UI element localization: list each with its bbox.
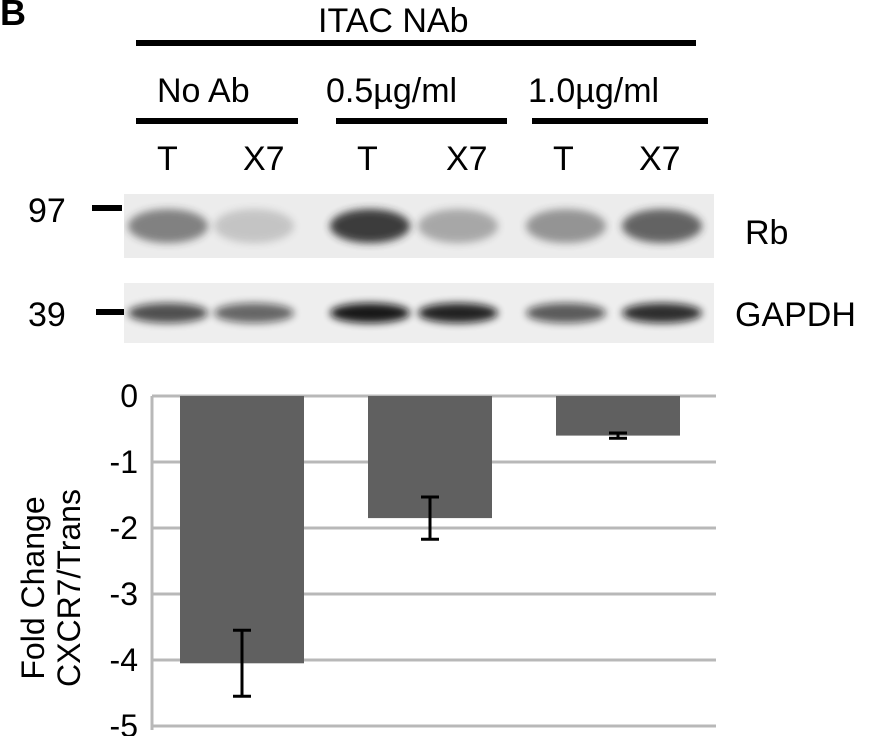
error-bar <box>233 628 251 698</box>
error-bar <box>609 431 627 440</box>
marker-label-39: 39 <box>28 296 66 334</box>
lane-label: X7 <box>446 140 488 178</box>
band-rb <box>418 209 498 243</box>
group-line-0-5 <box>336 118 507 124</box>
fold-change-chart: 0 -1 -2 -3 -4 -5 Fold Change CXCR7/Trans <box>15 378 716 736</box>
row-label-rb: Rb <box>745 214 789 252</box>
y-tick-label: -5 <box>110 708 138 736</box>
y-tick-label: -4 <box>110 642 138 678</box>
blot-rb <box>124 194 714 258</box>
marker-label-97: 97 <box>28 192 66 230</box>
band-gapdh <box>330 303 410 323</box>
band-rb <box>330 209 410 243</box>
svg-text:CXCR7/Trans: CXCR7/Trans <box>51 489 87 687</box>
marker-tick-97 <box>92 205 122 211</box>
lane-label: X7 <box>639 140 681 178</box>
bar <box>556 396 680 436</box>
band-gapdh <box>418 303 498 323</box>
band-rb <box>526 209 606 243</box>
band-gapdh <box>128 303 208 323</box>
y-tick-label: -2 <box>110 510 138 546</box>
panel-label: B <box>0 0 26 33</box>
y-axis-label: Fold Change CXCR7/Trans <box>15 489 87 687</box>
lane-label: T <box>357 140 378 178</box>
group-line-1-0 <box>532 118 708 124</box>
group-line-no-ab <box>136 118 298 124</box>
group-label-0-5: 0.5µg/ml <box>326 72 458 110</box>
band-gapdh <box>214 303 294 323</box>
band-gapdh <box>622 303 702 323</box>
y-tick-label: -1 <box>110 444 138 480</box>
group-label-1-0: 1.0µg/ml <box>528 72 660 110</box>
lane-label: T <box>553 140 574 178</box>
lane-label: X7 <box>243 140 285 178</box>
error-bar <box>421 495 439 541</box>
band-gapdh <box>526 303 606 323</box>
band-rb <box>214 209 294 243</box>
svg-text:Fold Change: Fold Change <box>15 496 51 679</box>
lane-label: T <box>157 140 178 178</box>
band-rb <box>622 209 702 243</box>
treatment-header-line <box>136 40 696 46</box>
y-tick-label: 0 <box>120 378 138 414</box>
group-label-no-ab: No Ab <box>157 72 250 110</box>
bar <box>180 396 304 664</box>
y-tick-label: -3 <box>110 576 138 612</box>
band-rb <box>128 209 208 243</box>
row-label-gapdh: GAPDH <box>735 296 856 334</box>
marker-tick-39 <box>96 309 126 315</box>
blot-gapdh <box>124 283 714 343</box>
treatment-header: ITAC NAb <box>318 2 469 40</box>
